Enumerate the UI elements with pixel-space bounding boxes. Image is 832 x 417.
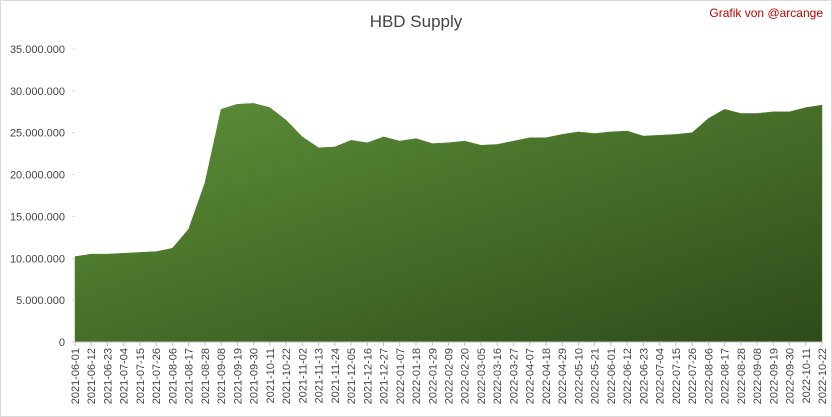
- x-tick-label: 2022-09-08: [752, 348, 764, 404]
- x-tick-label: 2022-01-29: [427, 348, 439, 404]
- x-tick-label: 2022-08-17: [720, 348, 732, 404]
- x-tick-label: 2021-11-24: [330, 348, 342, 403]
- y-tick-label: 20.000.000: [10, 170, 65, 182]
- x-tick-label: 2022-01-07: [395, 348, 407, 404]
- x-tick-label: 2021-09-19: [232, 348, 244, 404]
- x-tick-label: 2022-03-27: [508, 348, 520, 404]
- x-tick-label: 2021-06-12: [86, 348, 98, 404]
- x-tick-label: 2021-06-01: [70, 348, 82, 404]
- y-tick-label: 5.000.000: [16, 295, 65, 307]
- x-tick-label: 2021-07-15: [135, 348, 147, 404]
- x-tick-label: 2022-07-26: [687, 348, 699, 404]
- x-tick-label: 2021-10-22: [281, 348, 293, 404]
- x-tick-label: 2022-08-28: [736, 348, 748, 404]
- x-tick-label: 2021-11-02: [297, 348, 309, 403]
- x-tick-label: 2021-09-30: [249, 348, 261, 404]
- x-tick-label: 2022-04-18: [541, 348, 553, 404]
- x-tick-label: 2022-06-01: [606, 348, 618, 404]
- x-tick-label: 2022-04-29: [557, 348, 569, 404]
- x-tick-label: 2021-08-06: [167, 348, 179, 404]
- y-tick-label: 15.000.000: [10, 211, 65, 223]
- x-tick-label: 2022-06-12: [622, 348, 634, 404]
- y-tick-label: 30.000.000: [10, 86, 65, 98]
- x-tick-label: 2022-02-20: [460, 348, 472, 404]
- annotation: Grafik von @arcange: [709, 6, 823, 20]
- x-tick-label: 2021-12-16: [362, 348, 374, 404]
- x-tick-label: 2021-08-17: [184, 348, 196, 404]
- x-tick-label: 2022-01-18: [411, 348, 423, 404]
- y-tick-label: 10.000.000: [10, 253, 65, 265]
- x-tick-label: 2021-10-11: [265, 348, 277, 403]
- x-tick-label: 2022-03-05: [476, 348, 488, 404]
- x-tick-label: 2022-10-11: [801, 348, 813, 403]
- x-tick-label: 2021-12-27: [379, 348, 391, 404]
- x-tick-label: 2021-06-23: [102, 348, 114, 404]
- x-tick-label: 2021-12-05: [346, 348, 358, 404]
- x-tick-label: 2022-10-22: [817, 348, 829, 404]
- x-tick-label: 2022-04-07: [525, 348, 537, 404]
- x-tick-label: 2022-08-06: [703, 348, 715, 404]
- x-tick-label: 2022-05-21: [590, 348, 602, 404]
- x-tick-label: 2021-07-26: [151, 348, 163, 404]
- x-tick-label: 2022-07-15: [671, 348, 683, 404]
- y-tick-label: 0: [59, 337, 65, 349]
- x-tick-label: 2021-11-13: [314, 348, 326, 403]
- x-tick-label: 2021-09-08: [216, 348, 228, 404]
- x-tick-label: 2022-05-10: [573, 348, 585, 404]
- x-tick-label: 2022-02-09: [444, 348, 456, 404]
- x-tick-label: 2021-07-04: [119, 348, 131, 404]
- x-tick-label: 2022-09-19: [768, 348, 780, 404]
- x-tick-label: 2022-09-30: [785, 348, 797, 404]
- area: [74, 103, 823, 343]
- x-tick-label: 2021-08-28: [200, 348, 212, 404]
- x-tick-label: 2022-06-23: [638, 348, 650, 404]
- chart-title: HBD Supply: [370, 12, 463, 31]
- y-tick-label: 35.000.000: [10, 44, 65, 56]
- x-tick-label: 2022-03-16: [492, 348, 504, 404]
- plot-area: 0 5.000.000 10.000.000 15.000.000 20.000.000…: [10, 44, 829, 404]
- y-tick-label: 25.000.000: [10, 128, 65, 140]
- x-tick-label: 2022-07-04: [655, 348, 667, 404]
